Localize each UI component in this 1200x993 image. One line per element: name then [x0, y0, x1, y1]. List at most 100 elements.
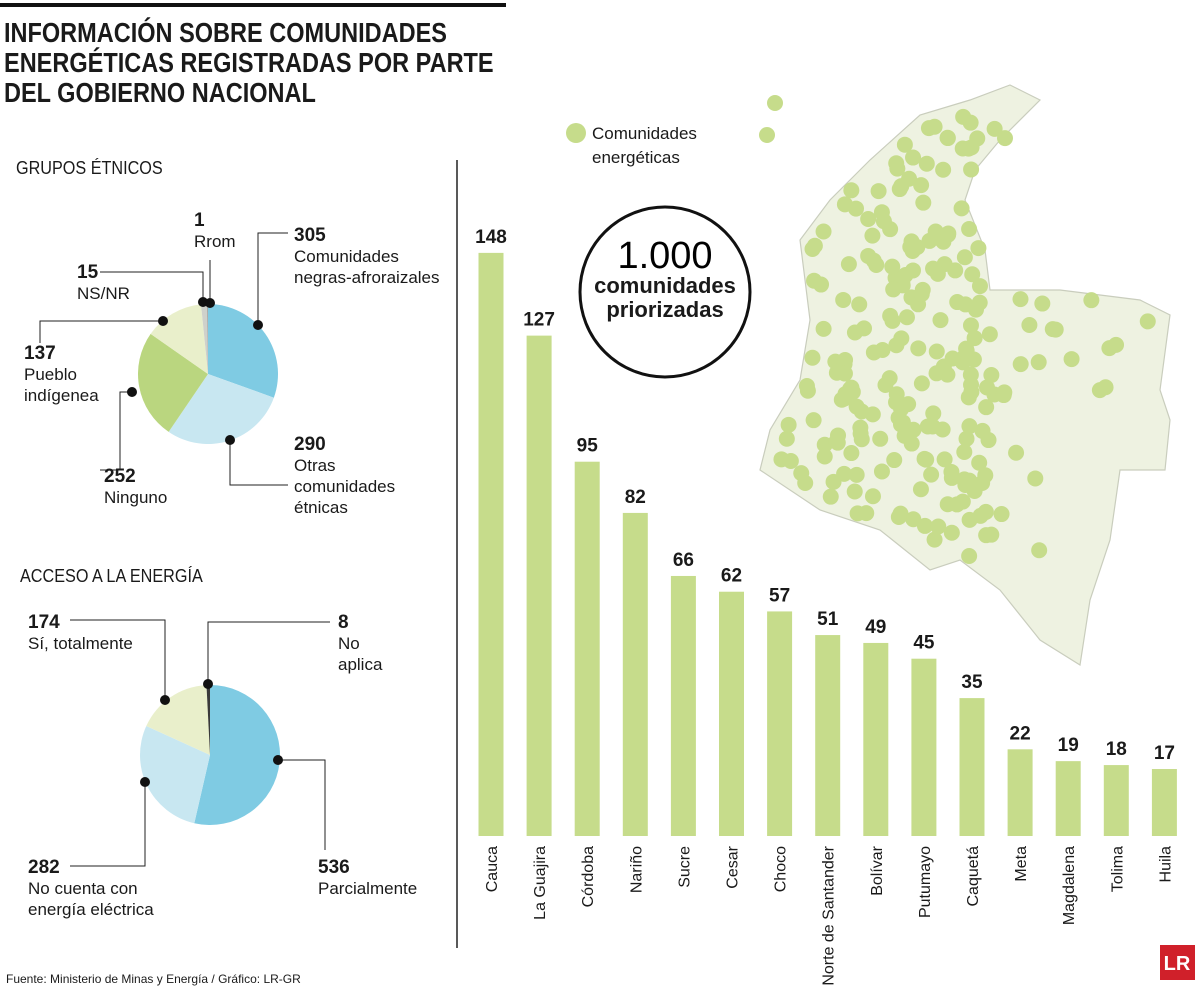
- map-dot: [961, 418, 978, 435]
- map-dot: [935, 358, 952, 375]
- map: [759, 84, 1171, 666]
- leader-line: [257, 232, 288, 325]
- map-legend: Comunidades energéticas: [592, 124, 697, 167]
- map-dot: [956, 249, 973, 266]
- callout-number: 1.000: [617, 235, 712, 277]
- slice-name: Parcialmente: [318, 879, 418, 898]
- map-dot: [971, 454, 988, 471]
- map-dot: [932, 312, 949, 329]
- slice-name: Sí, totalmente: [28, 634, 133, 653]
- map-dot: [870, 183, 887, 200]
- map-dot: [956, 471, 973, 488]
- x-tick-label: La Guajira: [532, 846, 549, 920]
- x-tick-label: Choco: [773, 846, 790, 892]
- map-dot: [873, 463, 890, 480]
- data-label: 51: [817, 609, 839, 630]
- pie-slice: [168, 374, 274, 445]
- map-dot: [960, 389, 977, 406]
- map-dot: [847, 200, 864, 217]
- map-dot: [828, 433, 845, 450]
- map-dot: [844, 383, 861, 400]
- map-dot: [835, 291, 852, 308]
- data-label: 45: [913, 633, 935, 654]
- map-dot: [962, 366, 979, 383]
- map-dot: [798, 378, 815, 395]
- pie-slice: [206, 685, 210, 755]
- map-dot: [780, 416, 797, 433]
- slice-name: Ninguno: [104, 488, 168, 507]
- map-dot: [913, 286, 930, 303]
- map-dot: [958, 430, 975, 447]
- map-dot: [904, 262, 921, 279]
- leader-line: [278, 759, 326, 850]
- slice-value: 1: [194, 210, 205, 231]
- pie-slice: [194, 685, 281, 825]
- slice-value: 137: [24, 343, 56, 364]
- map-dot: [964, 266, 981, 283]
- slice-label: 8 No aplica: [338, 612, 398, 675]
- map-dot: [961, 221, 978, 238]
- slice-label: 137 Pueblo indígenea: [24, 343, 134, 406]
- leader-dot: [225, 435, 235, 445]
- slice-name: NS/NR: [77, 284, 130, 303]
- map-dot: [971, 278, 988, 295]
- leader-dot: [158, 316, 168, 326]
- map-dot: [797, 475, 814, 492]
- map-dot: [806, 237, 823, 254]
- map-dot: [961, 547, 978, 564]
- x-tick-label: Sucre: [676, 846, 693, 888]
- x-tick-label: Bolívar: [869, 845, 886, 895]
- logo: LR: [1164, 953, 1191, 975]
- top-rule: [0, 3, 506, 7]
- map-dot: [913, 177, 930, 194]
- bar: [1103, 765, 1129, 836]
- map-dot: [856, 320, 873, 337]
- x-tick-label: Meta: [1013, 846, 1030, 882]
- map-dot: [969, 130, 986, 147]
- data-label: 57: [769, 585, 790, 606]
- slice-label: 305 Comunidades negras-afroraizales: [294, 225, 454, 288]
- chart-title: ACCESO A LA ENERGÍA: [20, 566, 203, 586]
- map-dot: [939, 130, 956, 147]
- data-label: 148: [475, 227, 507, 248]
- slice-label: 15 NS/NR: [77, 262, 157, 304]
- map-dot: [930, 518, 947, 535]
- leader-dot: [160, 695, 170, 705]
- bar: [767, 611, 793, 836]
- data-label: 19: [1058, 735, 1079, 756]
- leader-line: [39, 320, 163, 343]
- map-dot: [882, 307, 899, 324]
- leader-line: [100, 391, 132, 471]
- map-dot: [1008, 444, 1025, 461]
- pie-slice: [146, 685, 210, 755]
- bar: [670, 575, 696, 836]
- x-tick-label: Magdalena: [1061, 846, 1078, 925]
- map-dot: [846, 483, 863, 500]
- map-dot: [853, 403, 870, 420]
- map-dot: [816, 448, 833, 465]
- title: INFORMACIÓN SOBRE COMUNIDADES ENERGÉTICA…: [4, 17, 494, 108]
- slice-value: 305: [294, 225, 326, 246]
- slice-name: No aplica: [338, 634, 383, 674]
- map-dot: [963, 161, 980, 178]
- map-dot: [923, 466, 940, 483]
- leader-dot: [273, 755, 283, 765]
- bar: [719, 591, 744, 836]
- map-dot: [916, 517, 933, 534]
- map-dot: [934, 421, 951, 438]
- bar: [815, 635, 841, 836]
- leader-dot: [205, 298, 215, 308]
- leader-dot: [253, 320, 263, 330]
- chart-title: GRUPOS ÉTNICOS: [16, 158, 163, 178]
- bar: [959, 698, 985, 836]
- bar: [478, 252, 504, 836]
- map-dot: [864, 488, 881, 505]
- map-dot: [843, 182, 860, 199]
- map-dot: [913, 375, 930, 392]
- map-dot: [1012, 356, 1029, 373]
- map-dot: [905, 511, 922, 528]
- map-dot: [978, 399, 995, 416]
- map-dot: [1047, 321, 1064, 338]
- map-dot: [900, 396, 917, 413]
